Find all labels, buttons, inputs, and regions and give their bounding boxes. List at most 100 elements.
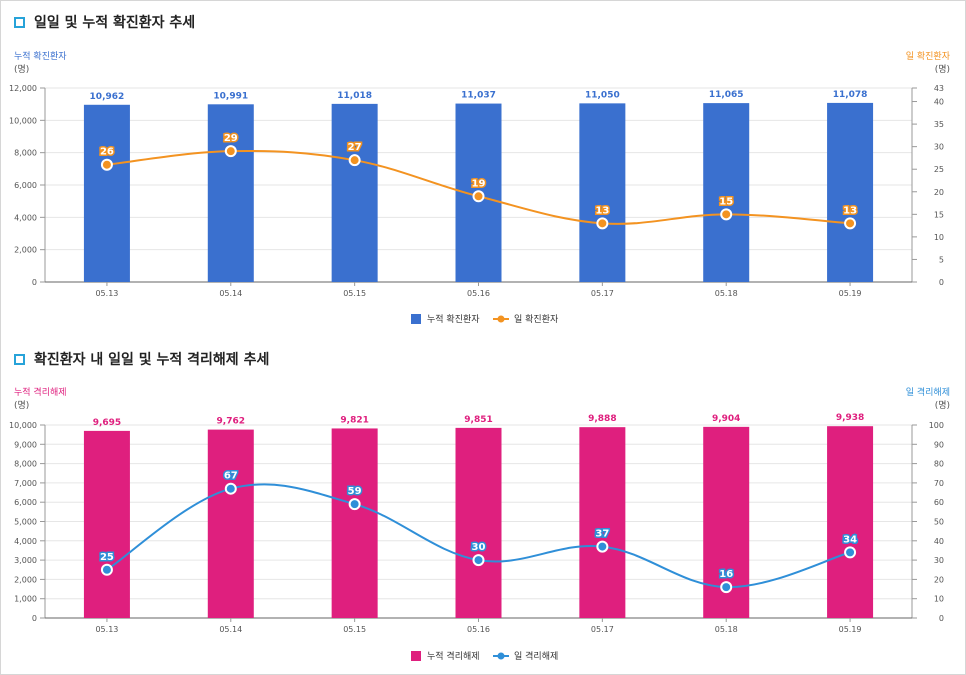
x-tick-label: 05.19: [839, 289, 862, 298]
bar-data-label: 11,050: [585, 90, 620, 100]
x-tick-label: 05.16: [467, 625, 490, 634]
left-tick-label: 1,000: [14, 595, 37, 604]
bar: [579, 103, 626, 282]
line-data-label: 26: [100, 147, 114, 158]
right-tick-label: 5: [939, 255, 944, 264]
square-bullet-icon: [14, 16, 25, 28]
line-data-label: 25: [100, 552, 114, 563]
bar: [331, 428, 378, 618]
bar: [827, 102, 874, 282]
right-tick-label: 30: [934, 143, 944, 152]
right-tick-label: 20: [934, 188, 944, 197]
bar-data-label: 11,037: [461, 91, 496, 101]
line-point: [100, 158, 113, 171]
line-point: [472, 190, 485, 203]
x-tick-label: 05.14: [219, 289, 242, 298]
line-data-label: 13: [595, 205, 609, 216]
legend-line-marker: [497, 652, 505, 660]
line-data-label: 30: [472, 542, 486, 553]
left-tick-label: 4,000: [14, 213, 37, 222]
left-tick-label: 4,000: [14, 537, 37, 546]
right-tick-label: 90: [934, 440, 944, 449]
line-data-label: 16: [719, 569, 733, 580]
left-tick-label: 9,000: [14, 440, 37, 449]
x-tick-label: 05.15: [343, 625, 366, 634]
bar: [455, 427, 502, 618]
x-tick-label: 05.17: [591, 625, 614, 634]
x-tick-label: 05.15: [343, 289, 366, 298]
bar-data-label: 9,938: [836, 413, 864, 423]
bar-data-label: 11,078: [833, 90, 868, 100]
x-tick-label: 05.16: [467, 289, 490, 298]
right-axis-title: 일 확진환자: [906, 50, 951, 62]
x-tick-label: 05.18: [715, 625, 738, 634]
left-tick-label: 8,000: [14, 149, 37, 158]
line-point: [224, 482, 237, 495]
bar-data-label: 11,018: [337, 91, 372, 101]
right-tick-label: 40: [934, 98, 944, 107]
left-tick-label: 12,000: [9, 84, 37, 93]
line-point: [472, 554, 485, 567]
right-axis-unit: (명): [935, 400, 950, 411]
left-axis-unit: (명): [14, 64, 29, 75]
section-title-released: 확진환자 내 일일 및 누적 격리해제 추세: [14, 349, 269, 369]
right-tick-label: 60: [934, 498, 944, 507]
section-title-confirmed: 일일 및 누적 확진환자 추세: [14, 12, 195, 32]
right-axis-title: 일 격리해제: [906, 386, 950, 398]
left-tick-label: 10,000: [9, 116, 37, 125]
left-tick-label: 6,000: [14, 498, 37, 507]
line-data-label: 34: [843, 534, 857, 545]
line-point: [224, 145, 237, 158]
confirmed-combo-chart: 누적 확진환자 (명) 일 확진환자 (명) 0 2,000 4,000 6,000 8,000…: [9, 50, 951, 325]
legend-line-marker: [497, 315, 505, 323]
right-tick-label: 70: [934, 479, 944, 488]
line-data-label: 13: [843, 205, 857, 216]
bar-data-label: 10,991: [213, 91, 248, 101]
line-data-label: 67: [224, 471, 238, 482]
line-data-label: 27: [348, 142, 362, 153]
bar-data-label: 9,888: [588, 414, 616, 424]
bar-data-label: 11,065: [709, 90, 744, 100]
right-tick-label: 10: [934, 233, 944, 242]
section-title-text: 일일 및 누적 확진환자 추세: [34, 15, 196, 31]
legend-bar-swatch: [411, 651, 421, 661]
line-data-label: 19: [472, 178, 486, 189]
line-point: [720, 581, 733, 594]
right-tick-label: 0: [939, 614, 944, 623]
left-axis-unit: (명): [14, 400, 29, 411]
bar: [83, 104, 130, 282]
right-tick-label: 35: [934, 120, 944, 129]
left-axis-title: 누적 확진환자: [14, 50, 67, 62]
bar-data-label: 9,821: [340, 415, 368, 425]
right-tick-label: 30: [934, 556, 944, 565]
left-tick-label: 5,000: [14, 518, 37, 527]
section-title-text: 확진환자 내 일일 및 누적 격리해제 추세: [34, 352, 270, 368]
right-tick-label: 43: [934, 84, 944, 93]
left-tick-label: 7,000: [14, 479, 37, 488]
x-tick-label: 05.13: [95, 289, 118, 298]
right-tick-label: 50: [934, 518, 944, 527]
legend-line-label: 일 격리해제: [514, 650, 558, 662]
right-tick-label: 15: [934, 210, 944, 219]
bar: [207, 429, 254, 618]
left-tick-label: 3,000: [14, 556, 37, 565]
x-tick-label: 05.17: [591, 289, 614, 298]
right-tick-label: 25: [934, 165, 944, 174]
bar: [83, 430, 130, 618]
legend-bar-label: 누적 확진환자: [427, 313, 480, 325]
left-tick-label: 0: [32, 278, 37, 287]
left-tick-label: 2,000: [14, 575, 37, 584]
line-point: [596, 540, 609, 553]
line-point: [100, 563, 113, 576]
line-point: [720, 208, 733, 221]
x-tick-label: 05.14: [219, 625, 242, 634]
bar-data-label: 9,762: [217, 417, 245, 427]
line-point: [844, 217, 857, 230]
left-tick-label: 2,000: [14, 246, 37, 255]
line-point: [596, 217, 609, 230]
left-tick-label: 6,000: [14, 181, 37, 190]
left-tick-label: 0: [32, 614, 37, 623]
x-tick-label: 05.19: [839, 625, 862, 634]
square-bullet-icon: [14, 353, 25, 365]
bar: [579, 427, 626, 618]
